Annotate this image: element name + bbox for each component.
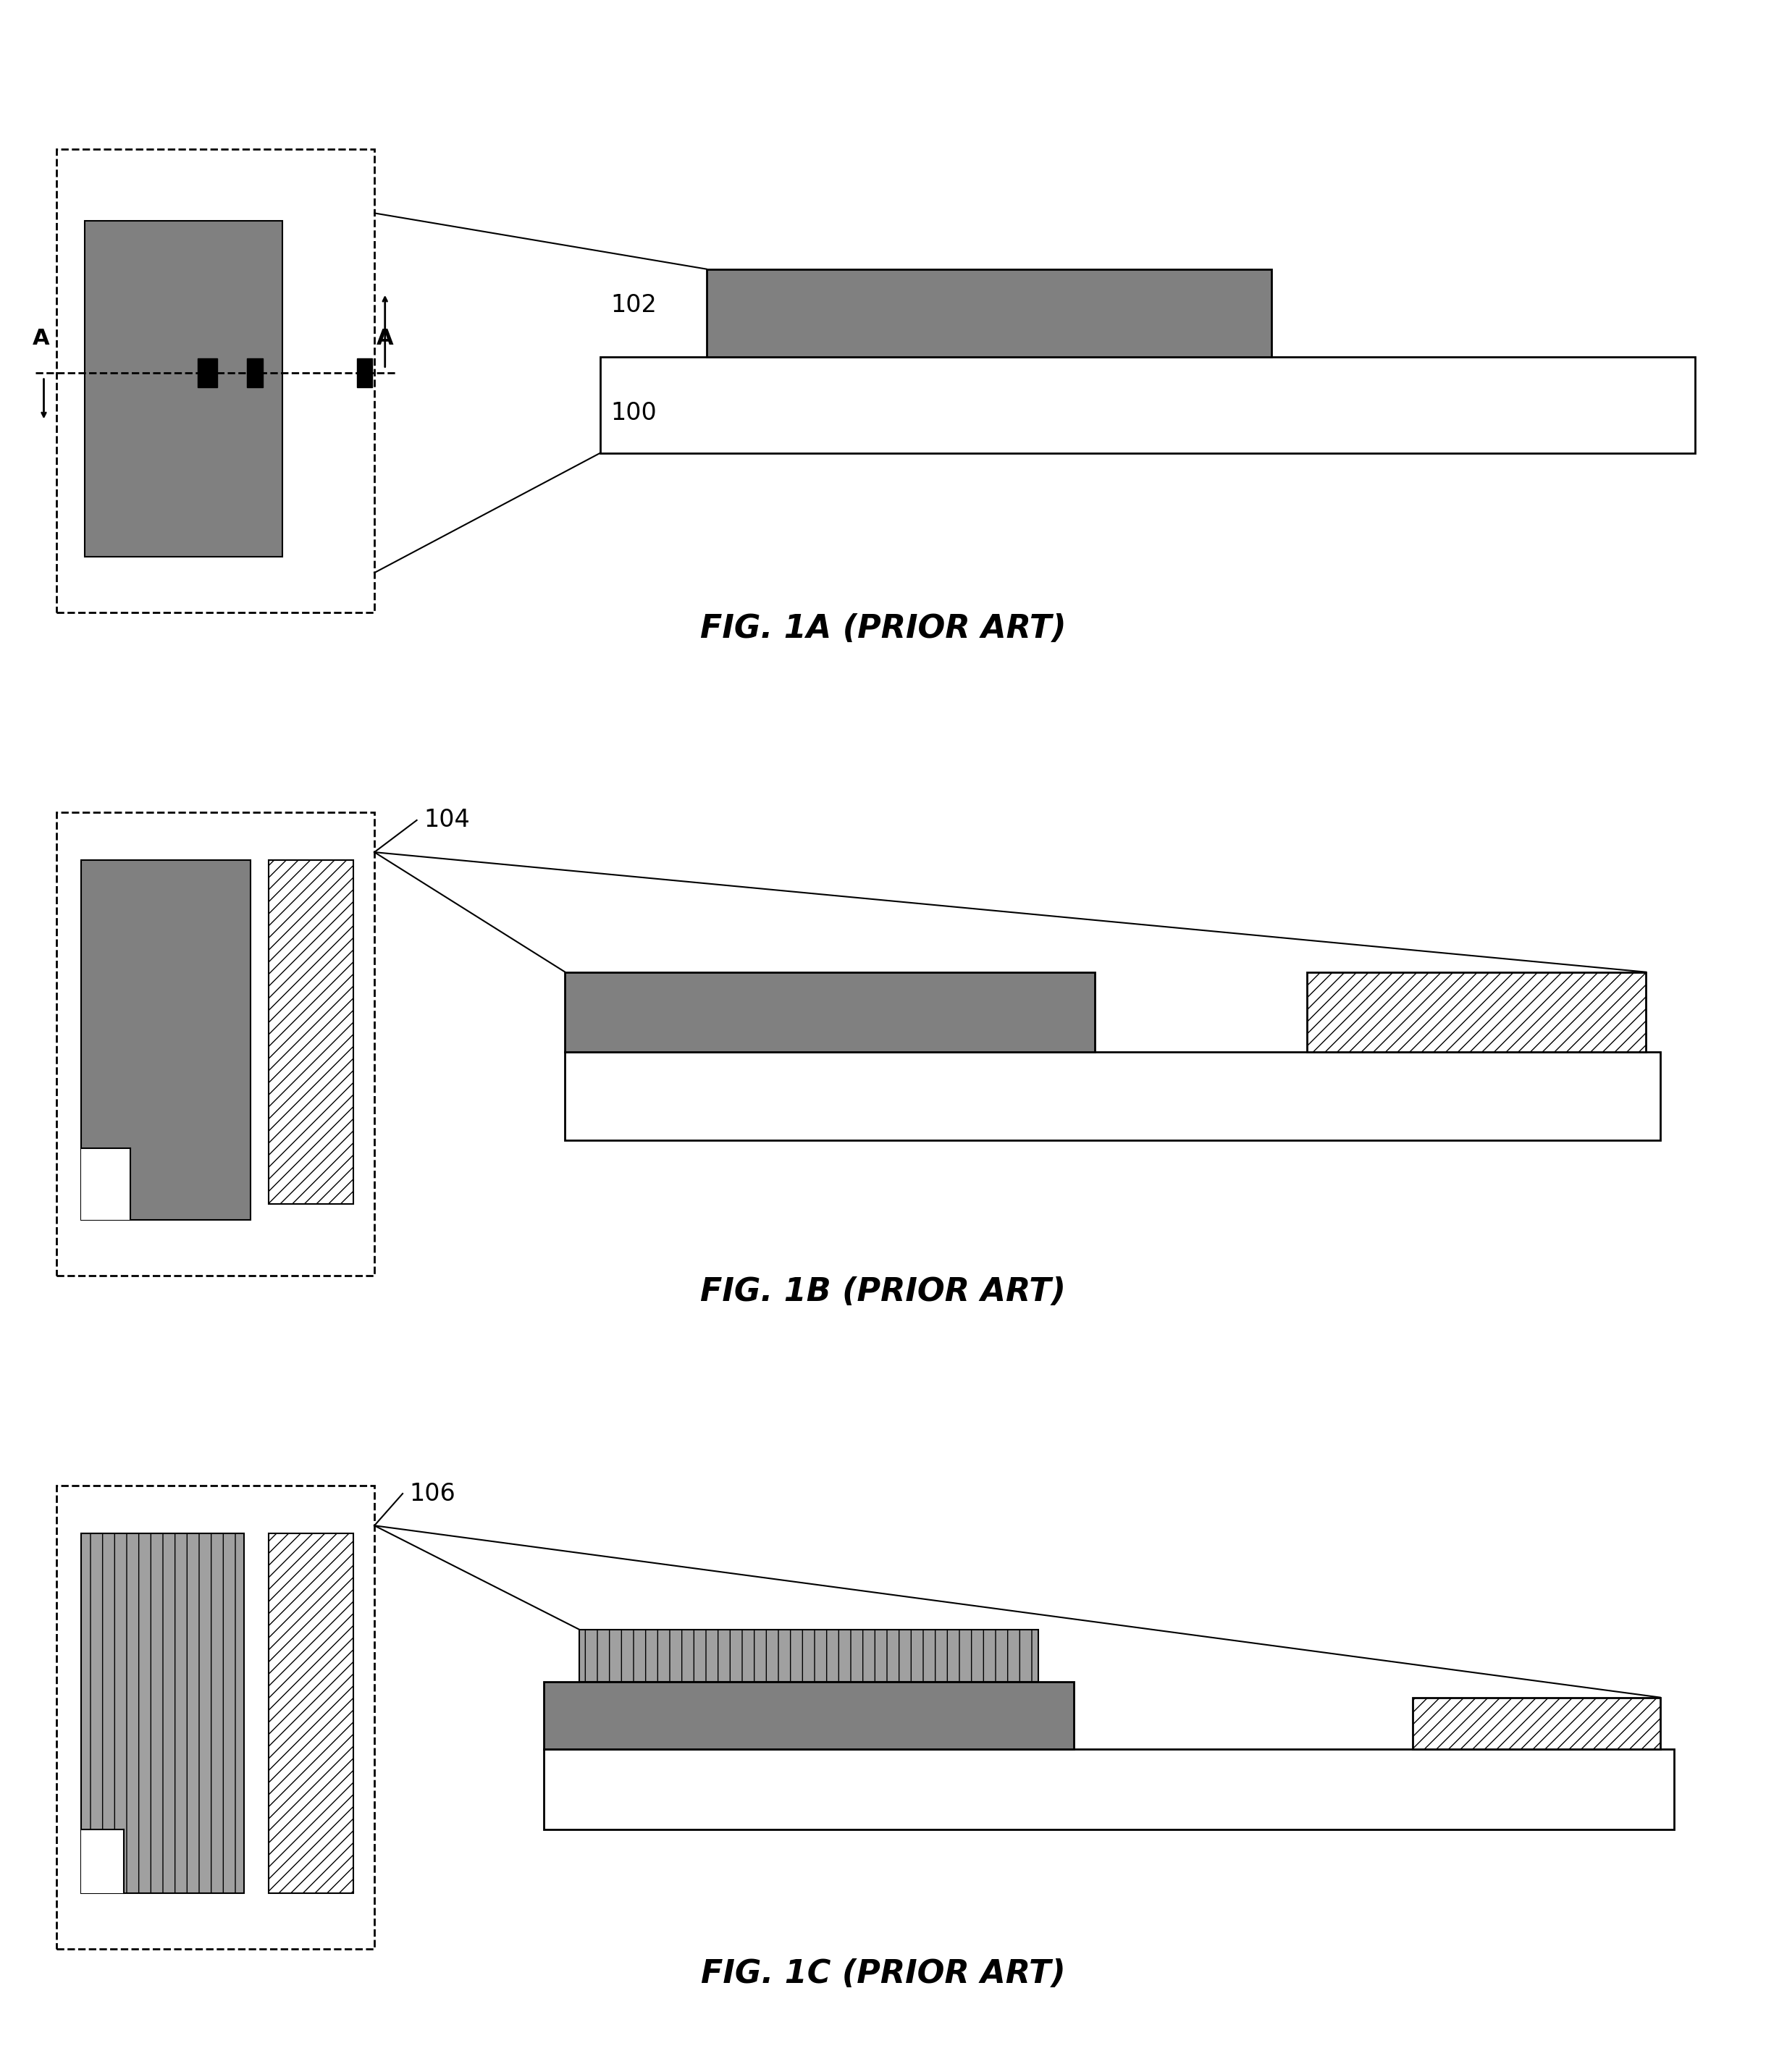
Text: FIG. 1A (PRIOR ART): FIG. 1A (PRIOR ART) — [699, 613, 1067, 644]
Bar — [57, 812, 374, 1276]
Text: FIG. 1B (PRIOR ART): FIG. 1B (PRIOR ART) — [699, 1276, 1067, 1307]
Bar — [81, 1830, 124, 1894]
Bar — [268, 860, 353, 1204]
Text: 102: 102 — [611, 292, 657, 317]
Bar — [544, 1682, 1074, 1749]
Text: A: A — [32, 327, 49, 348]
Bar — [57, 1486, 374, 1950]
Text: 104: 104 — [424, 808, 470, 833]
Bar — [565, 1053, 1660, 1140]
Bar — [81, 1533, 244, 1894]
Text: A: A — [376, 327, 394, 348]
Bar — [565, 972, 1095, 1053]
Bar — [81, 860, 251, 1220]
Bar — [357, 358, 373, 387]
Bar — [247, 358, 263, 387]
Bar — [268, 1533, 353, 1894]
Bar — [600, 356, 1695, 454]
Bar — [1413, 1697, 1660, 1749]
Text: FIG. 1C (PRIOR ART): FIG. 1C (PRIOR ART) — [701, 1958, 1065, 1989]
Text: 106: 106 — [410, 1481, 456, 1506]
Bar — [198, 358, 217, 387]
Bar — [579, 1629, 1038, 1682]
Text: 100: 100 — [611, 402, 657, 425]
Bar — [1307, 972, 1646, 1053]
Bar — [57, 149, 374, 613]
Bar — [706, 269, 1272, 356]
Bar — [544, 1749, 1674, 1830]
Bar — [85, 222, 283, 557]
Bar — [81, 1148, 131, 1220]
